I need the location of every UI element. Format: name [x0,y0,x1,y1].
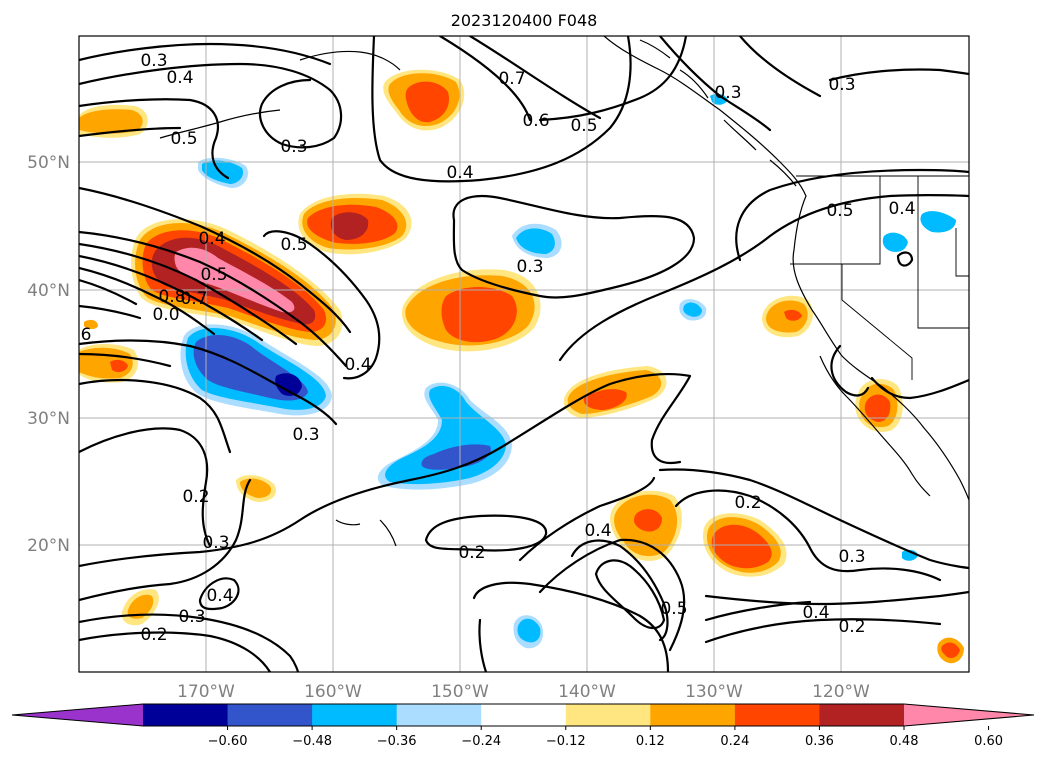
positive-anomaly-west-34n [79,344,138,383]
contour-label: 0.4 [584,521,611,541]
coastlines [159,36,969,547]
colorbar-segment [565,704,651,726]
contour-lines [79,36,969,672]
colorbar-extend-low [12,704,143,726]
contour-label: 0.3 [178,607,205,627]
contour-label: 0.7 [180,289,207,309]
contour-label: 0.5 [200,265,227,285]
colorbar-segment [396,704,482,726]
contour-label: 0.5 [170,129,197,149]
negative-anomaly-14n [513,615,544,649]
lat-tick-label: 30°N [27,409,70,429]
contour-label: 0.2 [838,617,865,637]
colorbar-tick-label: 0.24 [720,734,749,749]
contour-label: 0.2 [140,625,167,645]
contour-label: 0.4 [888,199,915,219]
contour-label: 0.3 [828,75,855,95]
figure-title: 2023120400 F048 [451,11,598,30]
positive-anomaly-west-edge [84,319,98,329]
colorbar-extend-high [904,704,1034,726]
lon-tick-label: 140°W [558,682,616,702]
positive-anomaly-33n-138w [563,366,667,418]
colorbar-tick-label: −0.36 [377,734,417,749]
negative-anomaly-small-east-b [920,211,956,233]
positive-anomaly-37n-125w [762,295,813,338]
contour-label: 0.5 [280,235,307,255]
contour-label: 0.4 [446,163,473,183]
negative-anomaly-small-east-a [882,232,908,252]
colorbar-segment [481,704,567,726]
contour-label: 0.3 [280,137,307,157]
contour-label: 0.5 [660,599,687,619]
positive-anomaly-31n-119w [855,379,903,432]
contour-label: 0.4 [198,229,225,249]
contour-label: 0.4 [344,355,371,375]
colorbar-segment [819,704,905,726]
colorbar: −0.60 −0.48 −0.36 −0.24 −0.12 0.12 0.24 0.36 0.4… [11,703,1035,749]
colorbar-tick-label: −0.48 [292,734,332,749]
contour-label: 0.2 [458,543,485,563]
contour-label: 6 [81,325,92,345]
contour-label: 0.3 [140,51,167,71]
lat-tick-label: 40°N [27,281,70,301]
contour-label: 0.4 [166,68,193,88]
negative-anomaly-50n [198,157,249,188]
colorbar-segment [734,704,820,726]
colorbar-segment [312,704,398,726]
colorbar-segment [227,704,313,726]
colorbar-outline [11,703,1035,727]
colorbar-tick-label: −0.24 [461,734,501,749]
negative-anomaly-43n [512,223,562,258]
colorbar-segment [143,704,229,726]
lon-tick-label: 160°W [304,682,362,702]
contour-label: 0.7 [498,69,525,89]
contour-label: 0.2 [182,487,209,507]
contour-label: 0.6 [522,111,549,131]
contour-label: 0.5 [570,116,597,136]
contour-label: 0.3 [292,425,319,445]
contour-label: 0.4 [206,586,233,606]
lon-tick-label: 150°W [431,682,489,702]
contour-label: 0.4 [802,603,829,623]
map-frame [78,35,970,673]
longitude-tick-labels: 170°W 160°W 150°W 140°W 130°W 120°W [177,682,870,702]
contour-label: 0.3 [714,83,741,103]
colorbar-tick-label: 0.60 [974,734,1003,749]
contour-label-group: 0.3 0.4 0.5 0.3 0.7 0.6 0.5 0.3 0.3 0.4 … [81,51,916,645]
colorbar-tick-label: 0.36 [805,734,834,749]
contour-label: 0.5 [826,201,853,221]
lon-tick-label: 120°W [812,682,870,702]
colorbar-tick-label: 0.48 [890,734,919,749]
colorbar-tick-label: −0.12 [546,734,586,749]
colorbar-segment [650,704,736,726]
colorbar-tick-label: −0.60 [208,734,248,749]
contour-label: 0.3 [202,533,229,553]
negative-anomaly-33n [180,324,332,416]
contour-label: 0.8 [158,287,185,307]
graticule [79,36,969,672]
positive-anomaly-gulf-of-alaska [383,69,465,131]
lon-tick-label: 130°W [685,682,743,702]
shaded-fields [79,69,964,664]
contour-label: 0.0 [152,305,179,325]
latitude-tick-labels: 50°N 40°N 30°N 20°N [27,153,70,556]
map-content: 0.3 0.4 0.5 0.3 0.7 0.6 0.5 0.3 0.3 0.4 … [79,36,969,672]
colorbar-tick-label: 0.12 [636,734,665,749]
lon-tick-label: 170°W [177,682,235,702]
negative-anomaly-38n-143w [679,299,707,321]
contour-label: 0.3 [516,257,543,277]
contour-label: 0.2 [734,493,761,513]
contour-label: 0.3 [838,547,865,567]
lat-tick-label: 20°N [27,536,70,556]
lat-tick-label: 50°N [27,153,70,173]
positive-anomaly-44n [298,193,412,255]
